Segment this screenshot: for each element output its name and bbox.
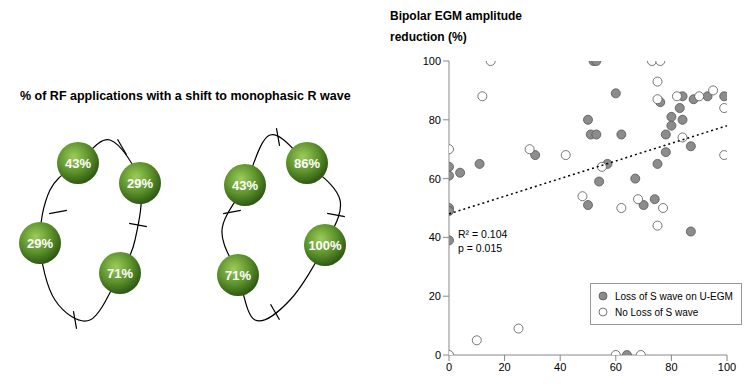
svg-text:29%: 29% xyxy=(127,176,153,191)
svg-text:43%: 43% xyxy=(232,178,258,193)
svg-text:100: 100 xyxy=(423,55,441,67)
svg-text:60: 60 xyxy=(429,173,441,185)
svg-text:43%: 43% xyxy=(65,156,91,171)
svg-text:100: 100 xyxy=(718,361,736,373)
html-text:p = 0.015: p = 0.015 xyxy=(458,242,503,254)
svg-text:86%: 86% xyxy=(294,156,320,171)
html-text:R² = 0.104: R² = 0.104 xyxy=(458,228,508,240)
svg-text:40: 40 xyxy=(429,231,441,243)
svg-text:100%: 100% xyxy=(308,238,342,253)
svg-text:20: 20 xyxy=(429,290,441,302)
svg-text:20: 20 xyxy=(498,361,510,373)
svg-text:40: 40 xyxy=(554,361,566,373)
svg-text:0: 0 xyxy=(435,349,441,361)
html-text:Loss of S wave on U-EGM: Loss of S wave on U-EGM xyxy=(615,290,733,302)
svg-text:% of RF applications with a sh: % of RF applications with a shift to mon… xyxy=(20,89,351,103)
svg-text:29%: 29% xyxy=(27,236,53,251)
svg-text:80: 80 xyxy=(429,114,441,126)
html-text:Bipolar EGM amplitude reductio: Bipolar EGM amplitude reduction (%) xyxy=(390,9,522,44)
svg-text:80: 80 xyxy=(665,361,677,373)
svg-text:0: 0 xyxy=(446,361,452,373)
html-text:No Loss of S wave: No Loss of S wave xyxy=(615,306,699,318)
svg-text:71%: 71% xyxy=(107,266,133,281)
svg-text:60: 60 xyxy=(610,361,622,373)
svg-text:71%: 71% xyxy=(225,268,251,283)
